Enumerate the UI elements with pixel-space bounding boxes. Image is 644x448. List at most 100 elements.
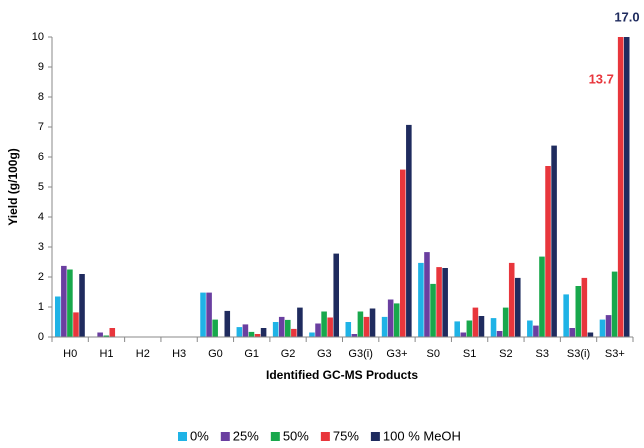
bar xyxy=(533,325,539,337)
bar xyxy=(200,292,206,337)
bar xyxy=(460,332,467,337)
y-tick-label: 4 xyxy=(38,211,44,223)
bar xyxy=(539,256,545,337)
x-tick-label: S1 xyxy=(463,348,476,360)
bar xyxy=(527,320,533,337)
y-tick-label: 10 xyxy=(32,31,44,43)
bar xyxy=(309,332,315,337)
bar xyxy=(575,286,582,337)
bar xyxy=(418,262,424,337)
x-tick-label: G3(i) xyxy=(348,348,372,360)
bar xyxy=(297,307,303,337)
x-tick-label: S3(i) xyxy=(567,348,590,360)
legend-label: 100 % MeOH xyxy=(383,428,461,443)
bar xyxy=(248,331,255,337)
y-tick-label: 1 xyxy=(38,301,44,313)
bar xyxy=(611,271,618,337)
bar xyxy=(55,296,61,337)
x-tick-label: S3+ xyxy=(605,348,625,360)
bar xyxy=(581,277,588,337)
x-tick-label: G1 xyxy=(244,348,259,360)
legend-swatch xyxy=(270,432,280,441)
bar xyxy=(381,316,388,337)
bar xyxy=(406,124,412,337)
bar xyxy=(369,308,376,337)
y-tick-label: 6 xyxy=(38,151,44,163)
bar xyxy=(67,269,73,337)
x-tick-label: G3 xyxy=(317,348,332,360)
bar xyxy=(545,166,551,337)
y-axis-title: Yield (g/100g) xyxy=(6,148,20,226)
bar xyxy=(430,283,436,337)
bar xyxy=(321,311,327,337)
bar xyxy=(442,268,448,337)
bar xyxy=(587,332,594,337)
bar xyxy=(61,265,67,337)
x-tick-label: G2 xyxy=(281,348,296,360)
x-tick-label: H0 xyxy=(63,348,77,360)
bar xyxy=(454,321,460,337)
x-axis-title: Identified GC-MS Products xyxy=(266,368,418,382)
x-tick-label: G0 xyxy=(208,348,223,360)
bar xyxy=(236,327,243,337)
x-tick-label: H1 xyxy=(99,348,113,360)
bar xyxy=(103,335,109,337)
bar xyxy=(472,307,479,337)
bar xyxy=(351,334,358,337)
x-tick-label: H2 xyxy=(136,348,150,360)
legend-label: 50% xyxy=(283,428,309,443)
bar xyxy=(254,334,261,337)
bar xyxy=(496,331,503,337)
y-tick-label: 2 xyxy=(38,271,44,283)
bar xyxy=(357,311,364,337)
bar xyxy=(569,328,575,337)
y-tick-label: 8 xyxy=(38,91,44,103)
bar xyxy=(206,292,212,337)
legend-swatch xyxy=(370,432,380,441)
y-tick-label: 7 xyxy=(38,121,44,133)
bar xyxy=(333,253,339,337)
bar xyxy=(291,328,297,337)
y-tick-label: 0 xyxy=(38,331,44,343)
bar xyxy=(345,322,352,337)
y-tick-label: 3 xyxy=(38,241,44,253)
x-tick-label: G3+ xyxy=(386,348,407,360)
x-tick-label: S2 xyxy=(499,348,512,360)
bar xyxy=(490,318,497,337)
bar xyxy=(242,324,249,337)
bar xyxy=(79,274,85,337)
bar xyxy=(278,316,285,337)
legend-swatch xyxy=(178,432,187,441)
bar xyxy=(363,316,370,337)
bar xyxy=(109,328,116,337)
legend-swatch xyxy=(320,432,330,441)
bar xyxy=(551,145,557,337)
legend-swatch xyxy=(220,432,230,441)
bar xyxy=(73,312,79,337)
bar xyxy=(272,322,279,337)
y-tick-label: 5 xyxy=(38,181,44,193)
data-label: 17.0 xyxy=(614,9,639,24)
bar xyxy=(502,307,509,337)
bar xyxy=(315,323,321,337)
bar xyxy=(605,315,612,337)
plot-area xyxy=(55,37,630,337)
bar xyxy=(212,319,218,337)
bar xyxy=(563,294,569,337)
bar xyxy=(393,303,400,337)
bar xyxy=(466,320,473,337)
bar xyxy=(224,310,231,337)
bar xyxy=(436,267,442,337)
x-tick-label: S0 xyxy=(427,348,440,360)
bar xyxy=(285,319,291,337)
bar xyxy=(515,277,521,337)
bar xyxy=(478,316,485,337)
data-label: 13.7 xyxy=(589,71,614,86)
legend-label: 25% xyxy=(233,428,259,443)
bar xyxy=(400,169,406,337)
bar xyxy=(623,37,630,337)
bar xyxy=(424,252,430,337)
x-tick-label: H3 xyxy=(172,348,186,360)
legend-label: 0% xyxy=(190,428,209,443)
